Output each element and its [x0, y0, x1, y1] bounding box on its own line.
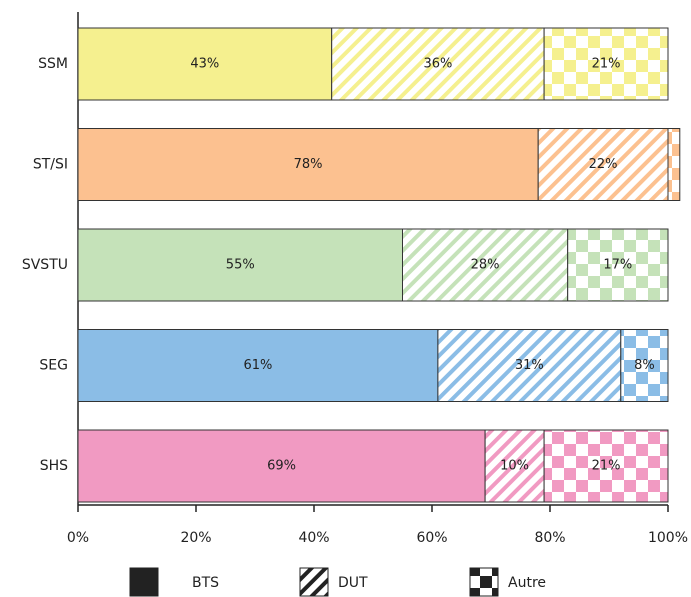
value-label: 69% — [267, 459, 296, 474]
bar-segment — [402, 228, 569, 302]
value-label: 22% — [589, 157, 618, 172]
bar-segment — [331, 27, 545, 101]
value-label: 31% — [515, 358, 544, 373]
x-tick-label: 20% — [180, 530, 211, 546]
x-tick-label: 80% — [534, 530, 565, 546]
x-tick-label: 40% — [298, 530, 329, 546]
category-label: SSM — [38, 56, 68, 72]
legend-swatch — [299, 567, 329, 597]
value-label: 21% — [592, 57, 621, 72]
bar-segment — [543, 429, 669, 503]
x-tick-label: 100% — [648, 530, 688, 546]
bar-segment — [77, 429, 486, 503]
value-label: 61% — [243, 358, 272, 373]
value-label: 21% — [592, 459, 621, 474]
category-label: SVSTU — [22, 257, 68, 273]
x-tick-label: 60% — [416, 530, 447, 546]
legend-swatch — [129, 567, 159, 597]
x-tick-label: 0% — [67, 530, 89, 546]
bar-segment — [77, 27, 333, 101]
legend-label: Autre — [508, 575, 546, 591]
bar-segment — [77, 329, 439, 402]
value-label: 8% — [634, 358, 655, 373]
bar-segment — [667, 128, 681, 201]
legend-swatch — [469, 567, 499, 597]
value-label: 10% — [500, 459, 529, 474]
category-label: ST/SI — [33, 157, 68, 173]
value-label: 55% — [226, 258, 255, 273]
bar-segment — [543, 27, 669, 101]
value-label: 36% — [423, 57, 452, 72]
value-label: 78% — [294, 157, 323, 172]
value-label: 28% — [471, 258, 500, 273]
legend-label: DUT — [338, 575, 368, 591]
category-label: SHS — [40, 458, 68, 474]
bar-segment — [484, 429, 545, 503]
bar-segment — [620, 329, 669, 402]
category-label: SEG — [39, 358, 68, 374]
bar-segment — [77, 228, 403, 302]
value-label: 43% — [190, 57, 219, 72]
legend-label: BTS — [192, 575, 219, 591]
bar-segment — [567, 228, 669, 302]
value-label: 17% — [603, 258, 632, 273]
